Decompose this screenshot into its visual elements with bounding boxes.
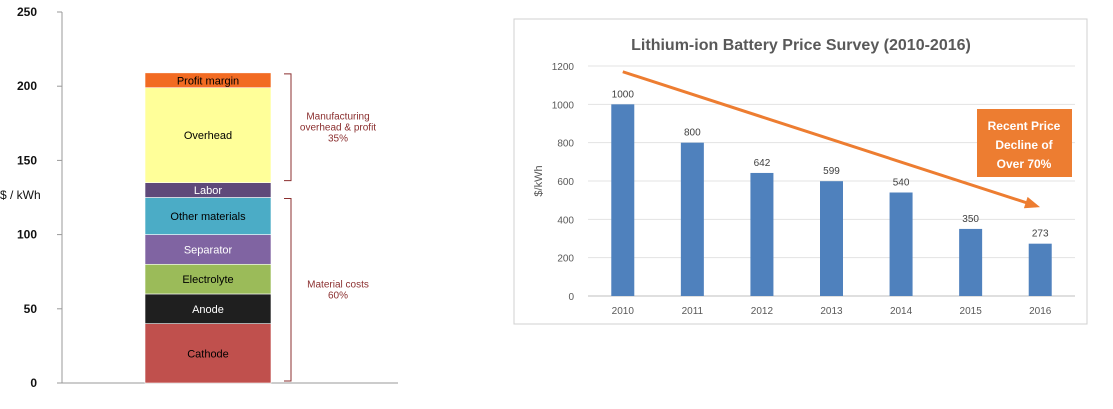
y-tick-label: 50 [24,302,38,316]
bar [959,228,983,296]
y-tick-label: 0 [568,292,574,303]
annotation-bracket [284,198,292,382]
data-label: 642 [754,158,771,169]
x-tick-label: 2015 [960,306,983,317]
bar [1028,243,1052,296]
data-label: 540 [893,178,910,189]
segment-label: Anode [192,304,224,316]
segment-label: Cathode [187,348,229,360]
callout-text: Over 70% [997,157,1052,171]
segment-label: Separator [184,244,233,256]
callout-text: Recent Price [988,119,1061,133]
y-tick-label: 200 [557,254,574,265]
trend-arrow-head [1023,196,1041,209]
segment-label: Profit margin [177,75,239,87]
y-tick-label: 150 [17,153,37,167]
annotation-text: 60% [328,290,348,301]
data-label: 1000 [612,89,635,100]
y-tick-label: 250 [17,5,37,19]
x-tick-label: 2010 [612,306,635,317]
segment-label: Electrolyte [182,274,233,286]
annotation-text: overhead & profit [300,122,376,133]
data-label: 350 [962,214,979,225]
y-tick-label: 0 [30,376,37,390]
bar-segment [144,72,272,88]
bar-segment [144,293,272,324]
bar [750,172,774,296]
bar-segment [144,323,272,384]
x-tick-label: 2016 [1029,306,1052,317]
trend-arrow [622,70,1037,208]
chart-title: Lithium-ion Battery Price Survey (2010-2… [631,37,971,54]
bar-segment [144,87,272,183]
annotation-text: Manufacturing [306,111,369,122]
y-tick-label: 800 [557,139,574,150]
y-tick-label: 1000 [552,100,575,111]
y-tick-label: 1200 [552,62,575,73]
x-tick-label: 2014 [890,306,913,317]
bar [820,181,843,296]
cost-breakdown-chart: 0 50 100 150 200 250 $ / kWh Cathode Anode Electr… [0,5,398,390]
bar [889,192,913,296]
y-tick-label: 400 [557,215,574,226]
bar-segment [144,263,272,295]
annotation-text: Material costs [307,279,369,290]
annotation-text: 35% [328,133,348,144]
x-tick-label: 2013 [820,306,843,317]
x-tick-label: 2011 [682,306,704,317]
segment-label: Overhead [184,130,232,142]
data-label: 599 [823,166,840,177]
x-tick-label: 2012 [751,306,774,317]
bar [611,104,635,296]
y-axis-label: $ / kWh [0,188,41,202]
data-label: 273 [1032,229,1049,240]
segment-label: Labor [194,185,222,197]
y-tick-label: 100 [17,228,37,242]
annotation-bracket [284,73,292,182]
segment-label: Other materials [170,211,246,223]
y-tick-label: 200 [17,79,37,93]
bar-segment [144,234,272,265]
callout-box [977,109,1072,177]
y-tick-label: 600 [557,177,574,188]
bar-segment [144,197,272,235]
data-label: 800 [684,128,701,139]
bar [680,142,704,296]
y-axis-label: $/kWh [533,165,545,196]
callout-text: Decline of [995,138,1053,152]
